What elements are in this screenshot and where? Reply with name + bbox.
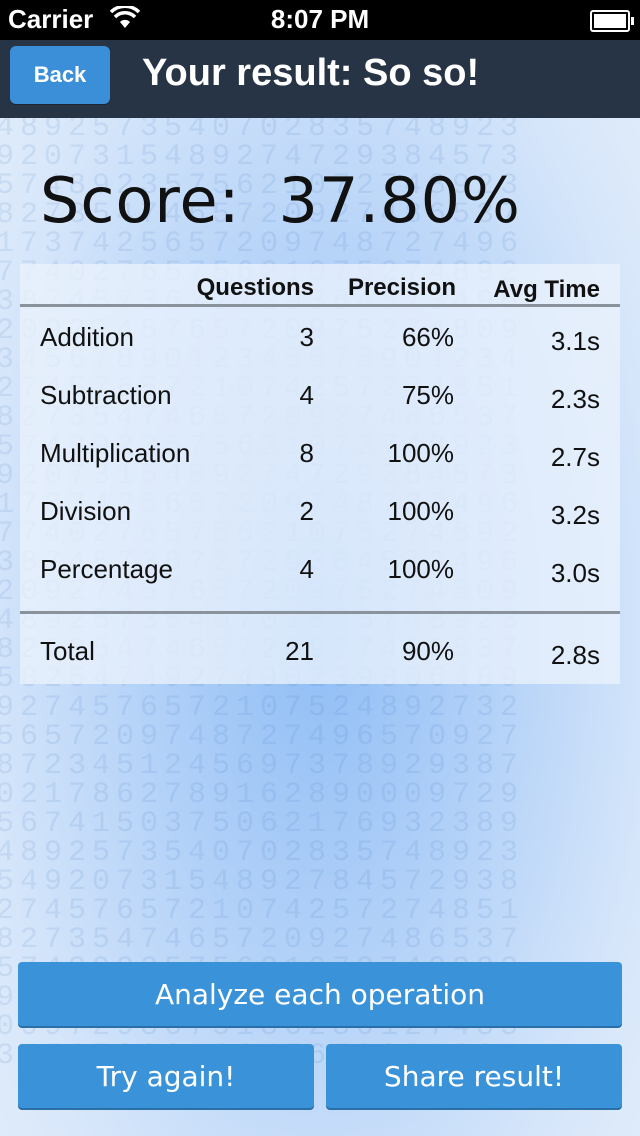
score-display: Score: 37.80% — [40, 164, 521, 237]
column-header-questions: Questions — [196, 274, 314, 301]
questions-count: 4 — [299, 380, 314, 410]
questions-count: 8 — [299, 438, 314, 468]
results-table: Questions Precision Avg Time Addition 3 … — [20, 264, 620, 684]
avg-time-value: 2.7s — [550, 442, 600, 472]
questions-count: 2 — [299, 496, 314, 526]
try-again-button[interactable]: Try again! — [18, 1044, 314, 1108]
table-row: Addition 3 66% 3.1s — [20, 322, 620, 362]
wifi-icon — [109, 4, 141, 35]
precision-value: 100% — [387, 496, 455, 526]
avg-time-value: 3.1s — [550, 326, 600, 356]
total-precision: 90% — [401, 636, 454, 666]
score-label: Score: — [40, 164, 241, 237]
operation-name: Subtraction — [40, 380, 172, 410]
status-bar: Carrier 8:07 PM — [0, 0, 640, 40]
back-button[interactable]: Back — [10, 46, 110, 104]
page-title: Your result: So so! — [142, 52, 480, 94]
table-row: Percentage 4 100% 3.0s — [20, 554, 620, 594]
clock: 8:07 PM — [270, 4, 370, 34]
precision-value: 100% — [387, 438, 455, 468]
battery-icon — [590, 10, 634, 32]
total-questions: 21 — [285, 636, 314, 666]
operation-name: Multiplication — [40, 438, 191, 468]
table-row: Subtraction 4 75% 2.3s — [20, 380, 620, 420]
table-header: Questions Precision Avg Time — [20, 274, 620, 314]
avg-time-value: 3.0s — [550, 558, 600, 588]
column-header-precision: Precision — [347, 274, 456, 301]
navigation-bar: Back Your result: So so! — [0, 40, 640, 118]
total-divider — [20, 611, 620, 614]
questions-count: 3 — [299, 322, 314, 352]
table-row: Multiplication 8 100% 2.7s — [20, 438, 620, 478]
avg-time-value: 2.3s — [550, 384, 600, 414]
column-header-avg-time: Avg Time — [493, 276, 600, 303]
precision-value: 75% — [401, 380, 454, 410]
avg-time-value: 3.2s — [550, 500, 600, 530]
precision-value: 100% — [387, 554, 455, 584]
operation-name: Percentage — [40, 554, 173, 584]
carrier-label: Carrier — [8, 4, 94, 34]
score-value: 37.80% — [278, 164, 521, 237]
total-avg-time: 2.8s — [550, 640, 600, 670]
table-row: Division 2 100% 3.2s — [20, 496, 620, 536]
header-divider — [20, 304, 620, 307]
total-row: Total 21 90% 2.8s — [20, 636, 620, 676]
operation-name: Addition — [40, 322, 134, 352]
share-result-button[interactable]: Share result! — [326, 1044, 622, 1108]
precision-value: 66% — [401, 322, 454, 352]
operation-name: Division — [40, 496, 132, 526]
questions-count: 4 — [299, 554, 314, 584]
analyze-button[interactable]: Analyze each operation — [18, 962, 622, 1026]
total-label: Total — [40, 636, 95, 666]
